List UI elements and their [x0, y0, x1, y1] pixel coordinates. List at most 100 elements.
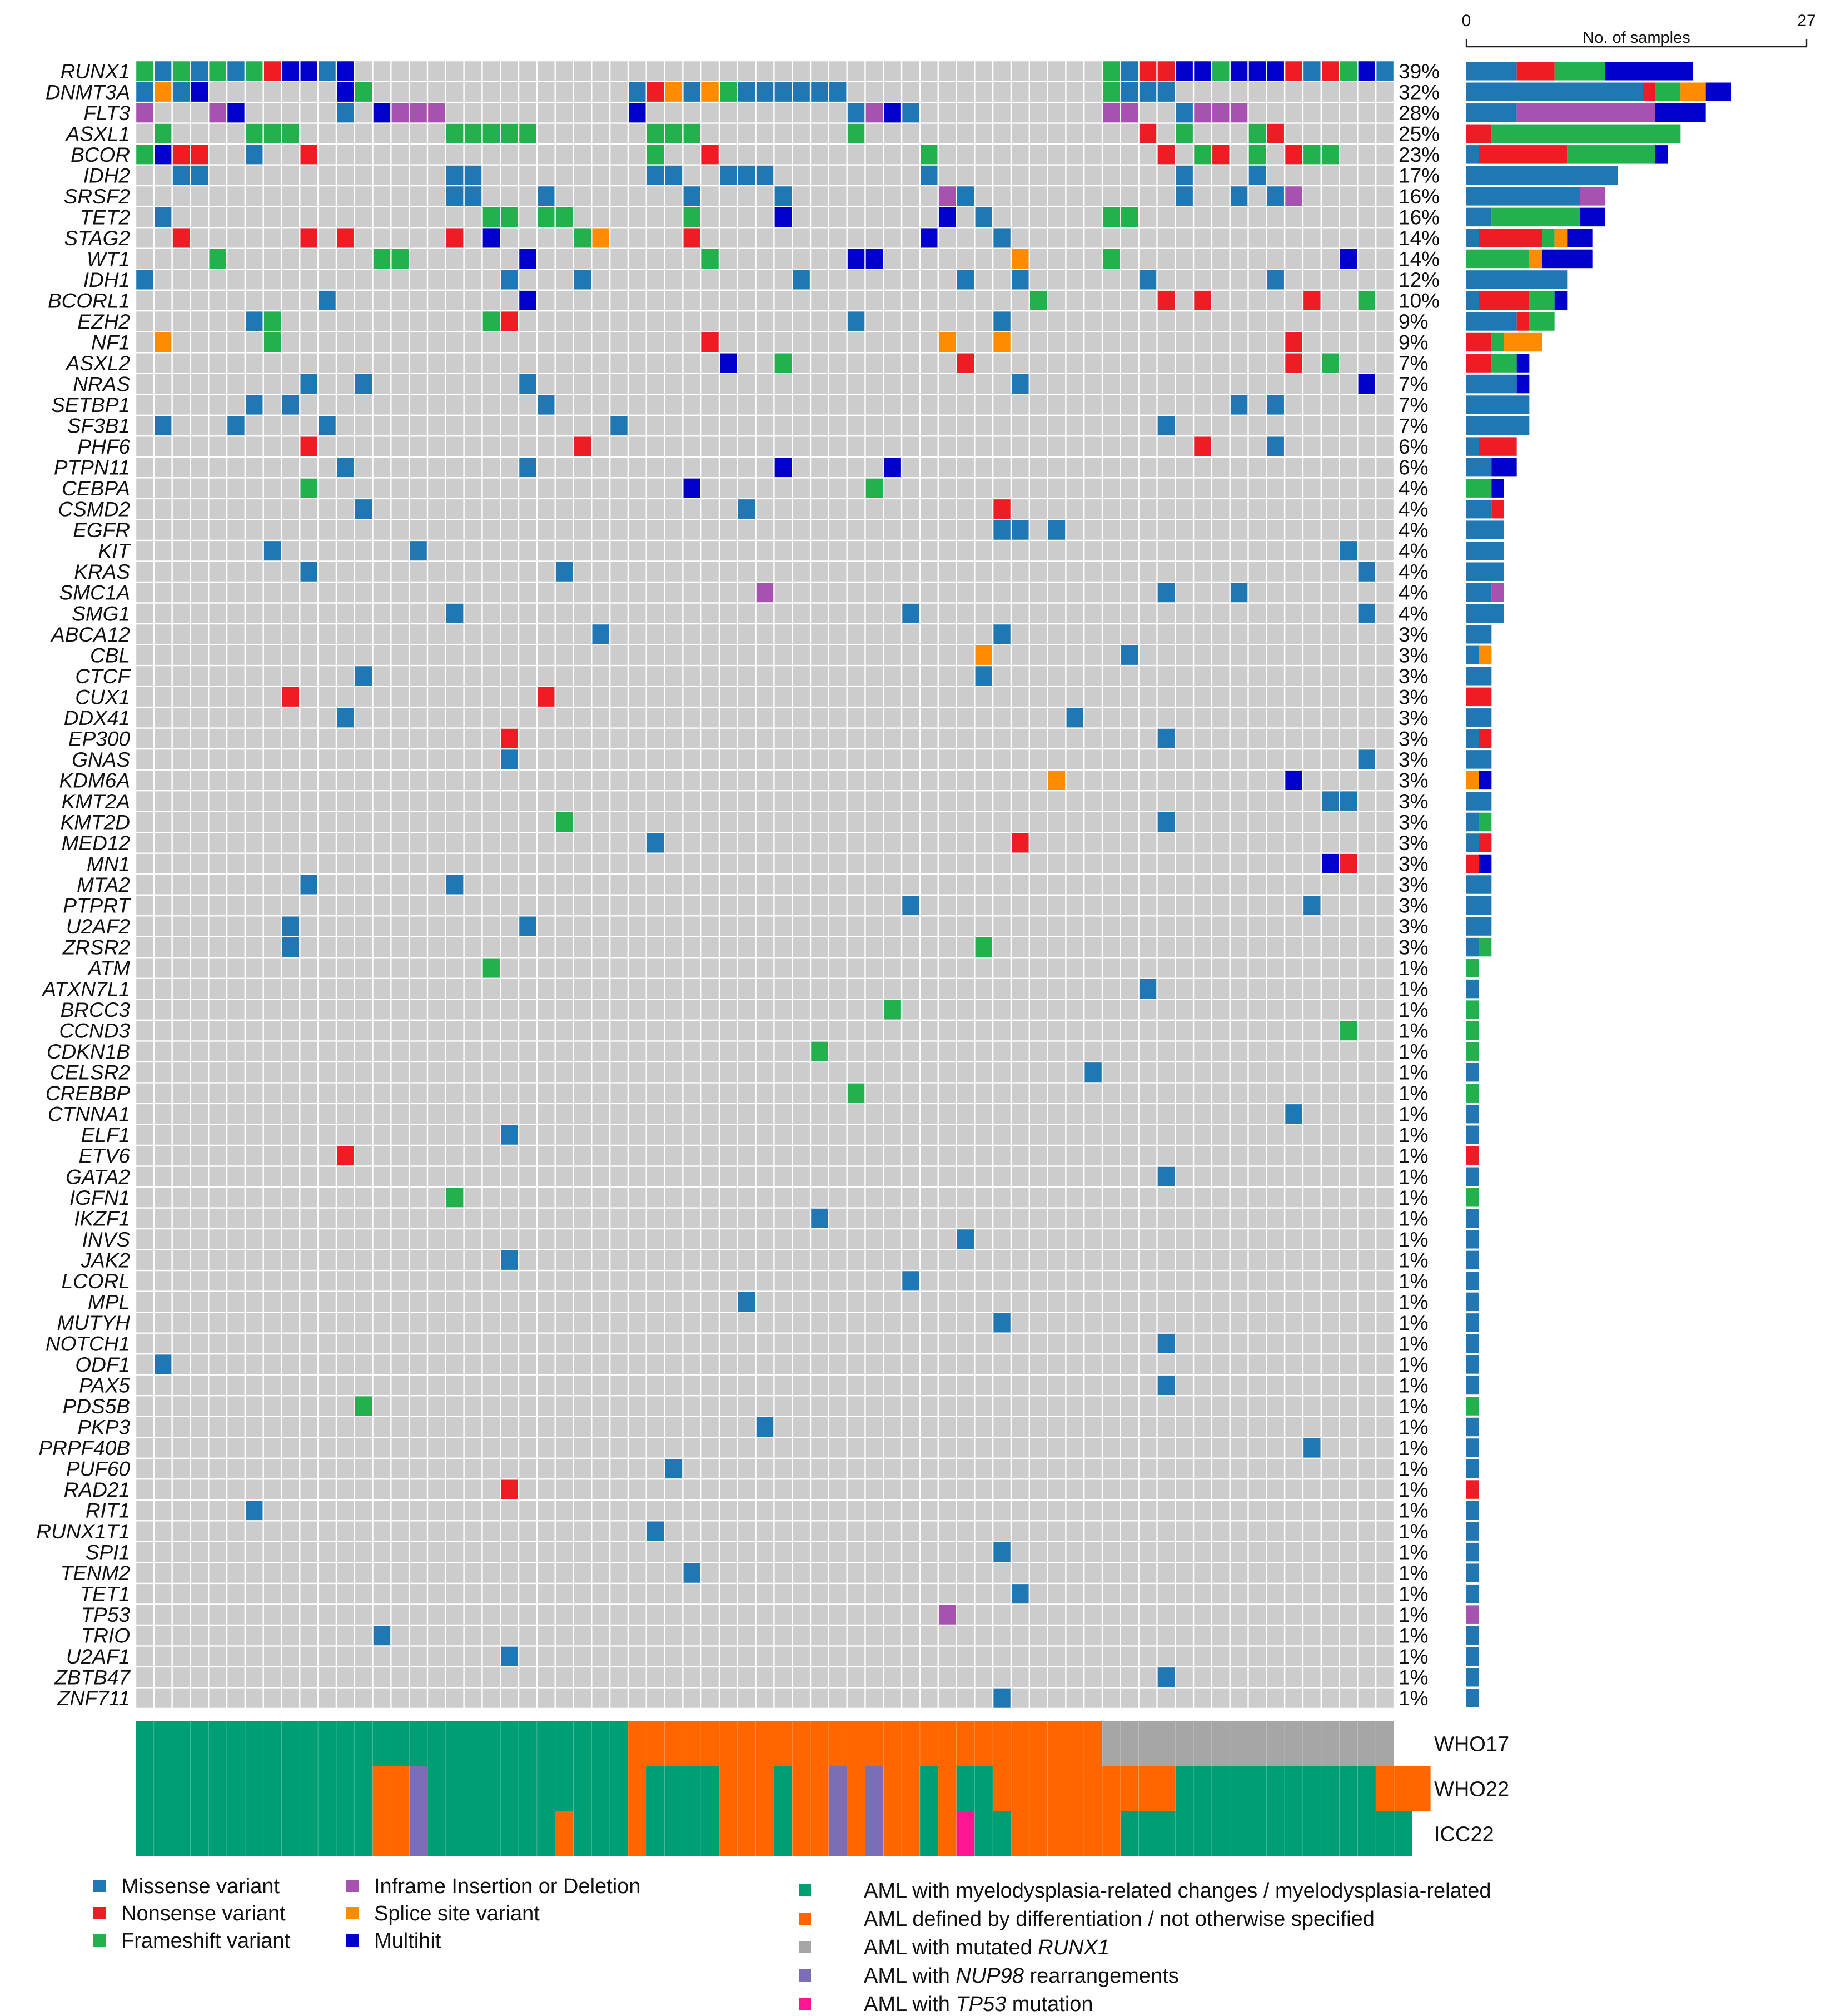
- track-label: WHO22: [1434, 1778, 1509, 1801]
- mutation-cell: [1157, 1333, 1176, 1354]
- mutation-cell: [372, 1625, 391, 1646]
- gene-label: MUTYH: [57, 1312, 130, 1334]
- gene-label: PRPF40B: [38, 1437, 130, 1459]
- percent-label: 23%: [1399, 143, 1440, 166]
- legend-label-part: rearrangements: [1024, 1964, 1179, 1988]
- count-bar-segment: [1466, 1209, 1479, 1228]
- mutation-cell: [263, 311, 282, 332]
- count-bar-segment: [1466, 291, 1479, 310]
- mutation-cell: [1102, 81, 1121, 103]
- classification-cell: [427, 1811, 555, 1856]
- legend-label-part: NUP98: [956, 1964, 1024, 1988]
- percent-labels: 39%32%28%25%23%17%16%16%14%14%12%10%9%9%…: [1399, 60, 1440, 1710]
- mutation-cell: [1011, 519, 1029, 540]
- mutation-cell: [153, 144, 172, 165]
- legend-swatch: [93, 1934, 106, 1947]
- percent-label: 14%: [1399, 247, 1440, 270]
- mutation-cell: [1248, 144, 1267, 165]
- gene-label: ASXL2: [65, 352, 131, 375]
- percent-label: 1%: [1399, 999, 1428, 1021]
- percent-label: 25%: [1399, 122, 1440, 145]
- mutation-cell: [701, 144, 719, 165]
- count-bar-segment: [1466, 103, 1517, 122]
- mutation-cell: [1357, 290, 1376, 311]
- count-bar-segment: [1479, 229, 1542, 247]
- legend-label: Multihit: [374, 1929, 441, 1953]
- mutation-cell: [409, 102, 427, 123]
- mutation-cell: [190, 81, 209, 103]
- mutation-cell: [153, 123, 172, 145]
- percent-label: 1%: [1399, 1374, 1428, 1397]
- mutation-cell: [573, 227, 592, 249]
- mutation-cell: [1102, 206, 1121, 228]
- count-bar-segment: [1466, 1062, 1479, 1082]
- count-bar-segment: [1466, 917, 1492, 936]
- count-bar-segment: [1466, 645, 1479, 665]
- mutation-cell: [227, 415, 245, 436]
- count-bar-segment: [1655, 103, 1706, 122]
- percent-label: 3%: [1399, 811, 1428, 833]
- mutation-cell: [208, 61, 227, 82]
- classification-cell: [847, 1811, 865, 1856]
- mutation-cell: [719, 81, 738, 103]
- gene-label: ZRSR2: [62, 936, 131, 959]
- gene-label: NOTCH1: [46, 1332, 130, 1355]
- mutation-cell: [1230, 102, 1248, 123]
- percent-label: 3%: [1399, 936, 1428, 959]
- count-bar-segment: [1466, 395, 1530, 414]
- gene-label: RIT1: [86, 1499, 130, 1522]
- mutation-cell: [956, 269, 975, 290]
- mutation-cell: [828, 81, 847, 103]
- percent-label: 1%: [1399, 1249, 1428, 1272]
- mutation-cell: [1193, 61, 1212, 82]
- mutation-cell: [1138, 978, 1157, 1000]
- legend-swatch: [346, 1907, 359, 1919]
- gene-label: MED12: [62, 832, 131, 855]
- percent-label: 28%: [1399, 102, 1440, 125]
- mutation-cell: [1302, 895, 1321, 916]
- count-bar-segment: [1529, 249, 1542, 269]
- mutation-cell: [1193, 102, 1212, 123]
- gene-label: NF1: [91, 331, 130, 354]
- count-bar-segment: [1554, 62, 1605, 81]
- mutation-cell: [464, 165, 482, 186]
- mutation-cell: [1285, 1103, 1303, 1125]
- mutation-cell: [1248, 123, 1267, 145]
- mutation-cell: [482, 123, 501, 145]
- mutation-cell: [500, 206, 519, 228]
- mutation-cell: [1102, 102, 1121, 123]
- count-bar-segment: [1466, 1272, 1479, 1290]
- classification-cell: [919, 1766, 938, 1811]
- mutation-cell: [281, 123, 300, 145]
- gene-label: CTCF: [75, 665, 131, 688]
- mutation-cell: [1047, 519, 1066, 540]
- count-bar-segment: [1466, 708, 1492, 727]
- count-bar-segment: [1491, 332, 1504, 352]
- count-bar-segment: [1466, 354, 1492, 373]
- mutation-cell: [372, 102, 391, 123]
- count-bar-segment: [1466, 1042, 1479, 1061]
- gene-label: SPI1: [86, 1541, 130, 1564]
- mutation-cell: [300, 61, 319, 82]
- mutation-cell: [172, 165, 191, 186]
- mutation-cell: [1266, 394, 1285, 415]
- legend-label: Splice site variant: [374, 1902, 540, 1925]
- mutation-cell: [701, 331, 719, 353]
- bar-axis-title: No. of samples: [1583, 29, 1690, 47]
- mutation-cell: [500, 269, 519, 290]
- legend-label: AML defined by differentiation / not oth…: [864, 1908, 1375, 1931]
- percent-label: 1%: [1399, 1165, 1428, 1188]
- classification-cell: [409, 1766, 427, 1811]
- gene-label: CCND3: [59, 1020, 131, 1042]
- mutation-cell: [300, 561, 319, 582]
- gene-label: WT1: [87, 247, 130, 270]
- mutation-cell: [281, 61, 300, 82]
- mutation-cell: [1011, 1583, 1029, 1605]
- mutation-cell: [519, 456, 537, 478]
- gene-label: TP53: [81, 1603, 131, 1626]
- count-bar-segment: [1516, 103, 1655, 122]
- classification-cell: [919, 1811, 938, 1856]
- gene-label: JAK2: [81, 1249, 131, 1272]
- count-bar-segment: [1479, 145, 1568, 164]
- percent-label: 1%: [1399, 1437, 1428, 1459]
